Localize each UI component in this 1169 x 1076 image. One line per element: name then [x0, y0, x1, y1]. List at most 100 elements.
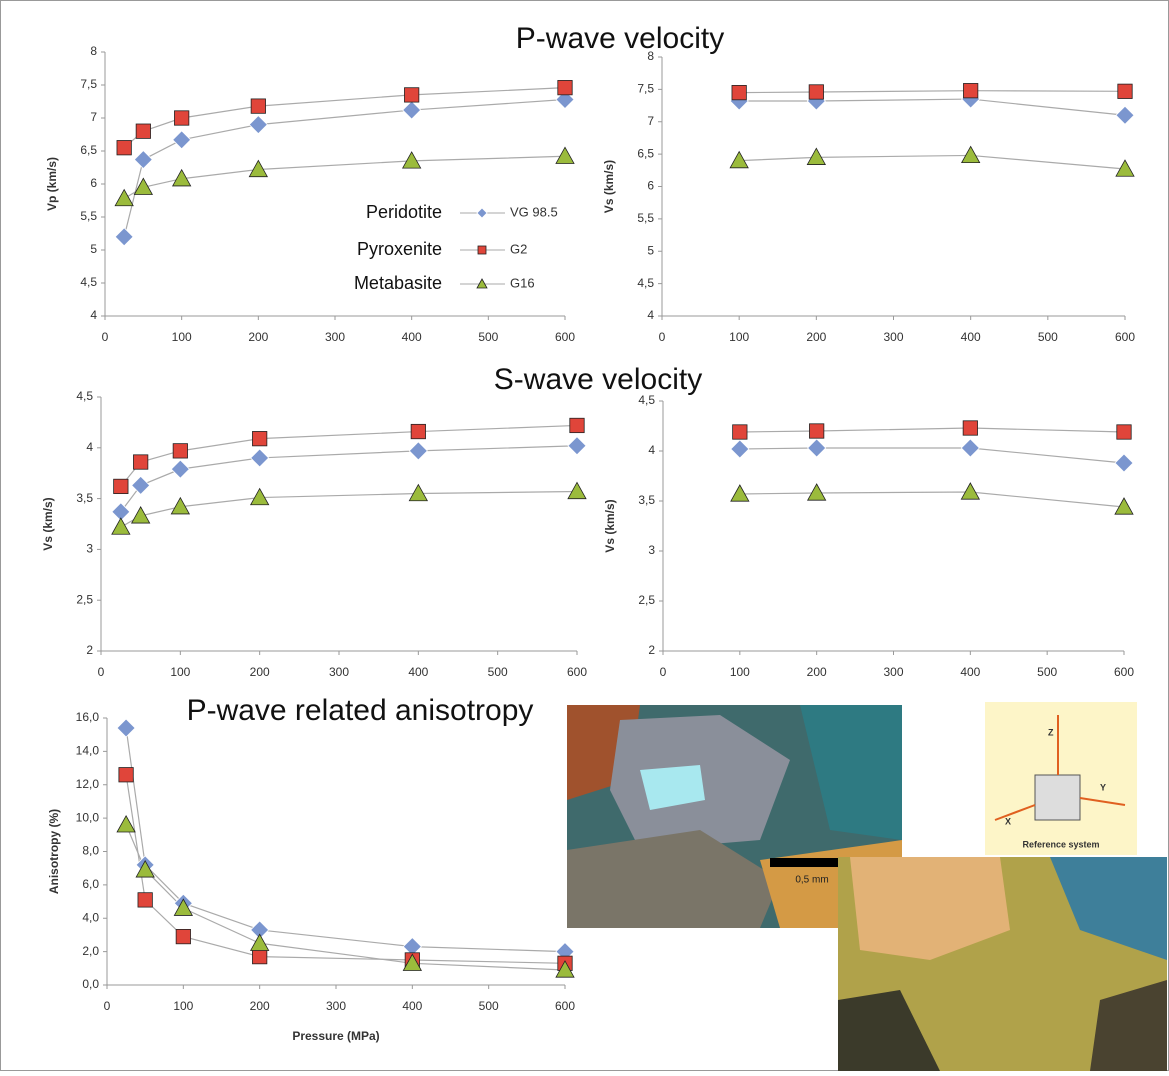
x-tick-label: 300	[329, 665, 349, 679]
square-marker	[252, 431, 268, 447]
y-tick-label: 4,5	[76, 389, 93, 403]
triangle-marker	[402, 953, 423, 971]
triangle-marker	[806, 147, 827, 165]
y-axis-label: Vs (km/s)	[602, 160, 616, 213]
x-tick-label: 600	[1115, 330, 1135, 344]
diamond-marker	[1114, 453, 1134, 473]
triangle-marker	[173, 898, 194, 916]
y-tick-label: 5,5	[80, 209, 97, 223]
y-tick-label: 6	[90, 176, 97, 190]
x-tick-label: 200	[250, 665, 270, 679]
triangle-marker	[133, 177, 154, 195]
chart-title: S-wave velocity	[494, 363, 702, 396]
triangle-marker	[130, 506, 151, 524]
y-tick-label: 4,5	[638, 393, 655, 407]
square-marker	[477, 245, 487, 255]
square-marker	[175, 929, 191, 945]
y-tick-label: 6,0	[82, 877, 99, 891]
y-tick-label: 7,5	[637, 82, 654, 96]
legend-label: G2	[510, 241, 527, 256]
series-line	[739, 427, 1125, 433]
series-line	[739, 491, 1125, 508]
micrograph-2	[838, 857, 1167, 1071]
square-marker	[250, 98, 266, 114]
triangle-marker	[730, 484, 750, 502]
diamond-marker	[730, 439, 750, 459]
series-line	[739, 98, 1126, 116]
y-tick-label: 4	[90, 308, 97, 322]
diamond-marker	[172, 130, 192, 150]
square-marker	[137, 892, 153, 908]
square-marker	[963, 83, 979, 99]
triangle-marker	[171, 168, 192, 187]
y-axis-label: Vs (km/s)	[41, 497, 55, 550]
y-tick-label: 8	[647, 49, 654, 63]
triangle-marker	[401, 151, 422, 169]
diamond-marker	[248, 115, 268, 135]
triangle-marker	[1115, 159, 1135, 177]
x-tick-label: 500	[478, 330, 498, 344]
square-marker	[1116, 424, 1132, 440]
x-tick-label: 0	[659, 330, 666, 344]
x-tick-label: 100	[170, 665, 190, 679]
x-tick-label: 0	[104, 999, 111, 1013]
square-marker	[732, 424, 748, 440]
diamond-marker	[116, 718, 136, 738]
square-marker	[962, 420, 978, 436]
rock-type-label: Pyroxenite	[357, 239, 442, 259]
series-line	[125, 774, 566, 964]
triangle-marker	[729, 150, 749, 169]
reference-label: Reference system	[1022, 839, 1099, 849]
triangle-marker	[408, 483, 429, 502]
reference-system: Z Y X Reference system	[985, 702, 1137, 855]
triangle-marker	[960, 482, 981, 500]
rock-type-label: Metabasite	[354, 273, 442, 293]
x-tick-label: 500	[479, 999, 499, 1013]
y-tick-label: 5,5	[637, 211, 654, 225]
diamond-marker	[133, 150, 153, 170]
square-marker	[116, 140, 132, 156]
x-tick-label: 200	[250, 999, 270, 1013]
diamond-marker	[408, 441, 428, 461]
triangle-marker	[567, 481, 587, 500]
x-tick-label: 200	[807, 665, 827, 679]
y-tick-label: 4	[648, 443, 655, 457]
y-tick-label: 6,5	[637, 146, 654, 160]
triangle-marker	[249, 933, 270, 951]
diamond-marker	[960, 438, 980, 458]
x-tick-label: 100	[729, 330, 749, 344]
x-tick-label: 400	[408, 665, 428, 679]
square-marker	[174, 110, 190, 126]
legend-label: VG 98.5	[510, 204, 558, 219]
x-tick-label: 300	[325, 330, 345, 344]
micrograph-1: 0,5 mm	[567, 705, 902, 928]
diamond-marker	[402, 100, 422, 120]
diamond-marker	[567, 436, 587, 456]
square-marker	[569, 417, 585, 434]
square-marker	[135, 123, 151, 139]
x-tick-label: 0	[102, 330, 109, 344]
y-axis-label: Vp (km/s)	[45, 157, 59, 211]
y-tick-label: 2,5	[76, 592, 93, 606]
x-tick-label: 100	[172, 330, 192, 344]
triangle-marker	[114, 188, 134, 207]
chart-title: P-wave velocity	[516, 22, 724, 55]
triangle-marker	[249, 487, 270, 506]
triangle-marker	[170, 496, 191, 515]
rock-type-label: Peridotite	[366, 202, 442, 222]
y-tick-label: 3,5	[638, 493, 655, 507]
x-tick-label: 600	[567, 665, 587, 679]
diamond-marker	[114, 227, 134, 247]
square-marker	[133, 454, 149, 470]
series-line	[739, 90, 1126, 94]
y-tick-label: 10,0	[76, 810, 100, 824]
y-tick-label: 4	[647, 308, 654, 322]
y-tick-label: 5	[647, 243, 654, 257]
y-axis-label: Anisotropy (%)	[47, 809, 61, 894]
x-tick-label: 200	[248, 330, 268, 344]
series-line	[739, 154, 1126, 170]
series-line	[125, 727, 566, 953]
x-tick-label: 0	[660, 665, 667, 679]
x-tick-label: 100	[173, 999, 193, 1013]
